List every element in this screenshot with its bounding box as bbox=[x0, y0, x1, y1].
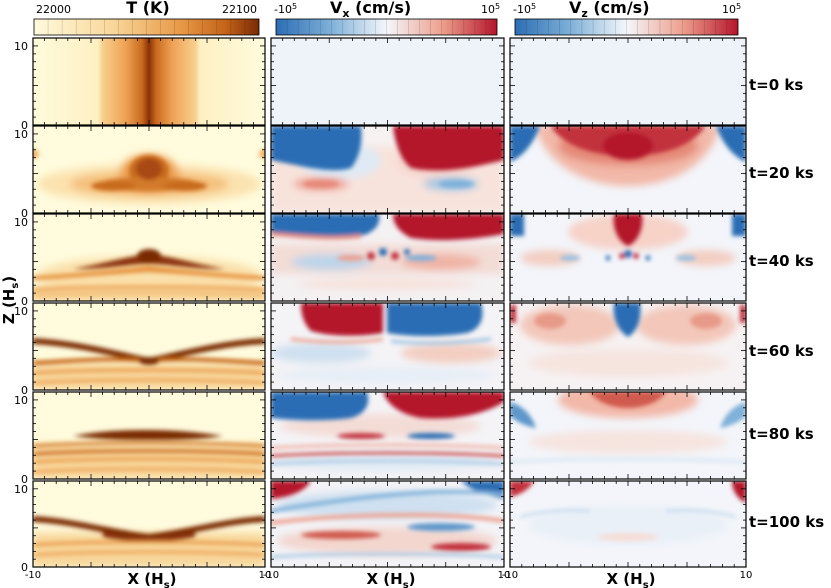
y-axis-label: Z (Hs) bbox=[0, 276, 21, 324]
y-tick-label: 10 bbox=[14, 128, 28, 141]
panel-vx-t80 bbox=[271, 392, 504, 479]
row-label-t80: t=80 ks bbox=[749, 425, 814, 443]
y-tick-label: 0 bbox=[21, 473, 28, 486]
row-label-t60: t=60 ks bbox=[749, 342, 814, 360]
column-title-vx: Vx (cm/s) bbox=[330, 0, 411, 20]
x-axis-label-col1: X (Hs) bbox=[127, 570, 176, 588]
x-axis-label-col2: X (Hs) bbox=[366, 570, 415, 588]
y-tick-label: 0 bbox=[21, 295, 28, 308]
colorbar-vx: -105 105 Vx (cm/s) bbox=[274, 0, 500, 36]
y-tick-label: 10 bbox=[14, 216, 28, 229]
panel-temperature-t80 bbox=[33, 392, 265, 479]
panel-temperature-t100 bbox=[33, 481, 265, 567]
column-title-temperature: T (K) bbox=[126, 0, 170, 17]
panel-vx-t100 bbox=[271, 481, 504, 567]
panel-vz-t40 bbox=[510, 214, 746, 301]
row-label-t40: t=40 ks bbox=[749, 252, 814, 270]
row-label-t0: t=0 ks bbox=[749, 76, 803, 94]
panel-vz-t100 bbox=[510, 481, 746, 567]
column-title-vz: Vz (cm/s) bbox=[569, 0, 650, 20]
panel-temperature-t0 bbox=[33, 38, 265, 125]
panel-vz-t60 bbox=[510, 303, 746, 390]
y-tick-label: 10 bbox=[14, 394, 28, 407]
row-labels: t=0 ks t=20 ks t=40 ks t=60 ks t=80 ks t… bbox=[749, 76, 824, 531]
colorbar-vx-max: 105 bbox=[481, 2, 500, 16]
x-tick-label: -10 bbox=[502, 570, 518, 581]
y-tick-label: 10 bbox=[14, 40, 28, 53]
colorbar-vx-min: -105 bbox=[274, 2, 297, 16]
y-tick-label: 0 bbox=[21, 119, 28, 132]
x-axis-label-col3: X (Hs) bbox=[606, 570, 655, 588]
x-tick-label: -10 bbox=[263, 570, 279, 581]
row-label-t20: t=20 ks bbox=[749, 164, 814, 182]
panel-vz-t80 bbox=[510, 392, 746, 479]
colorbar-vz-min: -105 bbox=[513, 2, 536, 16]
x-tick-label: 10 bbox=[740, 570, 753, 581]
y-tick-label: 0 bbox=[21, 384, 28, 397]
y-tick-label: 0 bbox=[21, 207, 28, 220]
panel-vx-t60 bbox=[271, 303, 504, 390]
colorbar-vz-max: 105 bbox=[722, 2, 741, 16]
panel-temperature-t60 bbox=[33, 303, 265, 390]
panel-vx-t40 bbox=[271, 214, 504, 301]
x-tick-label: 10 bbox=[498, 570, 511, 581]
panel-vz-t0 bbox=[510, 38, 746, 125]
panel-temperature-t20 bbox=[33, 126, 265, 213]
panel-vz-t20 bbox=[510, 126, 746, 213]
panel-vx-t20 bbox=[271, 126, 504, 213]
colorbar-vz: -105 105 Vz (cm/s) bbox=[513, 0, 741, 36]
x-tick-label: -10 bbox=[25, 570, 41, 581]
y-tick-label: 0 bbox=[21, 561, 28, 574]
colorbar-temperature: 22000 22100 T (K) bbox=[33, 0, 260, 36]
panel-temperature-t40 bbox=[33, 214, 265, 301]
row-label-t100: t=100 ks bbox=[749, 513, 824, 531]
y-tick-label: 10 bbox=[14, 483, 28, 496]
panel-vx-t0 bbox=[271, 38, 504, 125]
y-tick-label: 10 bbox=[14, 305, 28, 318]
colorbar-temperature-min: 22000 bbox=[36, 3, 71, 16]
colorbar-temperature-max: 22100 bbox=[222, 3, 257, 16]
x-tick-label: 10 bbox=[259, 570, 272, 581]
